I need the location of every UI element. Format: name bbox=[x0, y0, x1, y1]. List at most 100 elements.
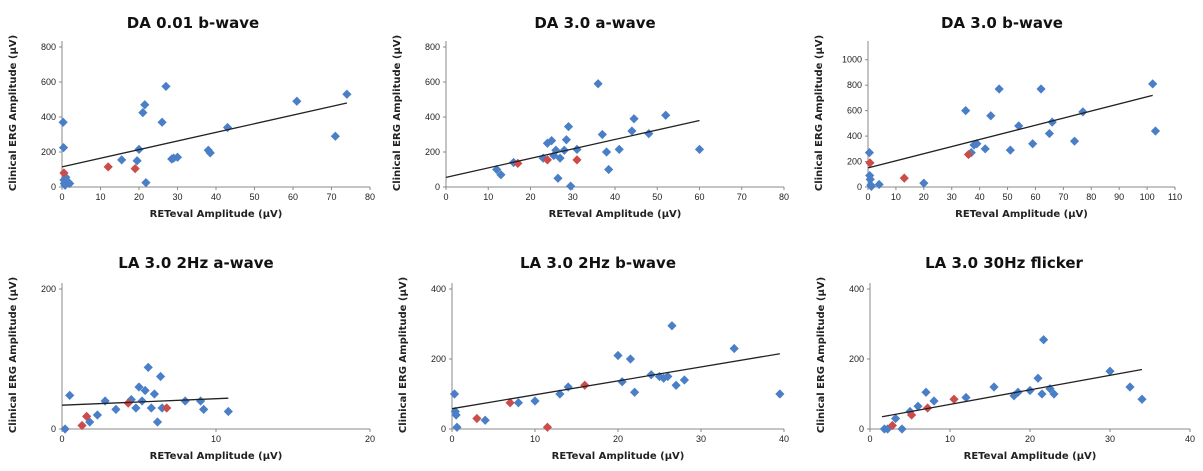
data-point-blue bbox=[480, 415, 490, 425]
data-point-red bbox=[130, 164, 140, 174]
data-point-blue bbox=[452, 422, 462, 432]
chart-title: DA 3.0 b-wave bbox=[941, 14, 1063, 32]
x-tick-label: 60 bbox=[694, 192, 704, 202]
data-point-blue bbox=[137, 396, 147, 406]
data-point-blue bbox=[58, 117, 68, 127]
data-point-blue bbox=[60, 424, 70, 434]
data-point-blue bbox=[563, 122, 574, 132]
chart-panel: DA 3.0 b-wave 0 10 20 30 40 50 60 70 80 90 100 110 0 2… bbox=[814, 14, 1182, 220]
data-point-blue bbox=[223, 406, 233, 417]
x-tick-label: 50 bbox=[652, 192, 662, 202]
data-point-blue bbox=[1014, 121, 1024, 131]
data-point-blue bbox=[961, 392, 971, 403]
data-point-blue bbox=[149, 389, 159, 399]
x-tick-label: 40 bbox=[1185, 434, 1195, 444]
x-tick-label: 20 bbox=[613, 434, 623, 444]
data-point-blue bbox=[617, 377, 627, 387]
x-tick-label: 30 bbox=[1105, 434, 1115, 444]
y-tick-label: 0 bbox=[441, 424, 446, 434]
data-point-blue bbox=[496, 170, 506, 180]
data-point-blue bbox=[140, 100, 150, 110]
x-axis-label: RETeval Amplitude (μV) bbox=[552, 451, 685, 462]
data-point-blue bbox=[1137, 394, 1147, 404]
trendline bbox=[451, 353, 780, 410]
x-tick-label: 40 bbox=[975, 192, 985, 202]
y-axis-label: Clinical ERG Amplitude (μV) bbox=[816, 277, 827, 433]
y-tick-label: 600 bbox=[425, 77, 440, 87]
x-axis-label: RETeval Amplitude (μV) bbox=[150, 451, 283, 462]
data-point-blue bbox=[661, 110, 671, 120]
data-point-blue bbox=[1044, 128, 1055, 139]
data-point-blue bbox=[864, 148, 874, 158]
x-axis-label: RETeval Amplitude (μV) bbox=[549, 209, 682, 220]
data-point-blue bbox=[553, 173, 563, 183]
x-tick-label: 0 bbox=[443, 192, 448, 202]
data-point-blue bbox=[613, 350, 623, 361]
y-tick-label: 0 bbox=[857, 182, 862, 192]
data-point-blue bbox=[157, 117, 167, 127]
data-point-blue bbox=[891, 413, 901, 424]
y-tick-label: 200 bbox=[847, 157, 862, 167]
y-axis-label: Clinical ERG Amplitude (μV) bbox=[8, 277, 19, 433]
data-point-red bbox=[580, 380, 590, 390]
y-tick-label: 200 bbox=[41, 284, 56, 294]
data-point-blue bbox=[627, 126, 637, 136]
x-tick-label: 40 bbox=[610, 192, 620, 202]
x-tick-label: 10 bbox=[891, 192, 901, 202]
data-point-red bbox=[472, 413, 482, 424]
data-point-blue bbox=[140, 385, 150, 396]
data-point-blue bbox=[929, 396, 939, 406]
data-point-blue bbox=[1105, 366, 1115, 376]
data-point-blue bbox=[65, 390, 75, 400]
data-point-blue bbox=[866, 181, 876, 191]
data-point-blue bbox=[530, 396, 540, 406]
x-tick-label: 20 bbox=[525, 192, 535, 202]
data-point-blue bbox=[865, 174, 875, 184]
x-tick-label: 80 bbox=[365, 192, 375, 202]
data-point-blue bbox=[513, 398, 523, 408]
data-point-blue bbox=[117, 155, 127, 165]
data-point-blue bbox=[551, 145, 561, 155]
y-tick-label: 200 bbox=[425, 147, 440, 157]
y-tick-label: 800 bbox=[847, 80, 862, 90]
data-point-blue bbox=[292, 96, 302, 106]
y-axis-label: Clinical ERG Amplitude (μV) bbox=[8, 35, 19, 191]
data-point-red bbox=[162, 403, 172, 413]
data-point-blue bbox=[679, 375, 689, 385]
chart-title: DA 0.01 b-wave bbox=[127, 14, 259, 32]
x-tick-label: 10 bbox=[530, 434, 540, 444]
x-tick-label: 0 bbox=[449, 434, 454, 444]
trendline bbox=[61, 397, 229, 406]
x-tick-label: 0 bbox=[59, 434, 64, 444]
x-tick-label: 10 bbox=[945, 434, 955, 444]
x-tick-label: 30 bbox=[696, 434, 706, 444]
data-point-red bbox=[123, 398, 133, 408]
y-tick-label: 0 bbox=[51, 182, 56, 192]
x-axis-label: RETeval Amplitude (μV) bbox=[964, 451, 1097, 462]
x-tick-label: 110 bbox=[1168, 192, 1182, 202]
data-point-blue bbox=[874, 179, 884, 190]
x-axis-label: RETeval Amplitude (μV) bbox=[955, 209, 1088, 220]
x-tick-label: 80 bbox=[779, 192, 789, 202]
x-tick-label: 10 bbox=[483, 192, 493, 202]
y-axis-label: Clinical ERG Amplitude (μV) bbox=[814, 35, 825, 191]
data-point-blue bbox=[1125, 382, 1135, 392]
data-point-blue bbox=[131, 403, 141, 413]
y-tick-label: 400 bbox=[431, 284, 446, 294]
data-point-red bbox=[542, 155, 552, 165]
x-tick-label: 20 bbox=[365, 434, 375, 444]
data-point-blue bbox=[1028, 139, 1038, 149]
data-point-blue bbox=[1039, 335, 1049, 345]
chart-title: LA 3.0 30Hz flicker bbox=[925, 254, 1083, 272]
data-point-blue bbox=[980, 144, 990, 154]
data-point-blue bbox=[1005, 145, 1015, 155]
data-point-red bbox=[82, 411, 92, 421]
y-tick-label: 0 bbox=[51, 424, 56, 434]
data-point-blue bbox=[601, 147, 612, 157]
y-tick-label: 600 bbox=[847, 106, 862, 116]
y-tick-label: 0 bbox=[435, 182, 440, 192]
x-tick-label: 60 bbox=[1030, 192, 1040, 202]
